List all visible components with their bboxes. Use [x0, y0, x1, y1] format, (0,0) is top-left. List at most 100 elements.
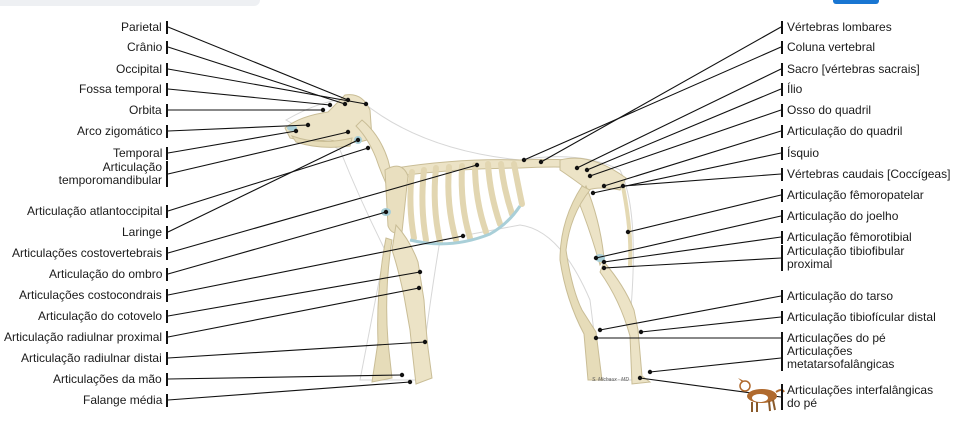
parietal-leader [167, 26, 349, 101]
osso-quadril-leader [589, 109, 782, 177]
label-vertebras-lombares: Vértebras lombares [781, 20, 892, 34]
label-vertebras-caudais: Vértebras caudais [Coccígeas] [781, 167, 950, 181]
illustration-credit: S. Michaux · MD [592, 377, 629, 383]
articulacao-femoropatelar-point [625, 229, 631, 235]
articulacao-atlantoccipital-leader [167, 147, 369, 212]
label-articulacao-radiulnar-distal: Articulação radiulnar distai [21, 351, 168, 365]
orbita-point [320, 107, 326, 113]
articulacao-temporomandibular-point [345, 129, 351, 135]
label-articulacao-quadril: Articulação do quadril [781, 124, 902, 138]
temporal-leader [167, 130, 297, 154]
occipital-point [363, 101, 369, 107]
articulacoes-mao-point [399, 372, 405, 378]
temporal-point [293, 128, 299, 134]
falange-media-leader [167, 381, 411, 401]
articulacao-tibiofibular-distal-leader [640, 316, 782, 333]
dog-thumbnail [738, 378, 785, 412]
dog-skeleton [284, 94, 652, 385]
leader-dots [293, 97, 653, 385]
label-ilio: Ílio [781, 82, 802, 96]
label-coluna-vertebral: Coluna vertebral [781, 40, 875, 54]
sacro-leader [576, 68, 782, 169]
label-articulacao-femorotibial: Articulação fêmorotibial [781, 230, 912, 244]
articulacoes-mao-leader [167, 374, 403, 380]
articulacoes-costocondrais-point [460, 233, 466, 239]
articulacoes-metatarsofalangicas-leader [649, 357, 782, 373]
label-falange-media: Falange média [83, 393, 169, 407]
coluna-vertebral-leader [523, 46, 782, 161]
label-articulacao-tibiofibular-distal: Articulação tibiofícular distal [781, 310, 936, 324]
label-articulacoes-interfalangicas-pe: Articulações interfalângicas do pé [781, 384, 947, 410]
label-occipital: Occipital [116, 62, 169, 76]
label-orbita: Orbita [129, 103, 168, 117]
articulacoes-costocondrais-leader [167, 235, 464, 296]
falange-media-point [407, 379, 413, 385]
articulacoes-pe-point [593, 335, 599, 341]
articulacoes-metatarsofalangicas-point [647, 369, 653, 375]
articulacao-femorotibial-point [601, 259, 607, 265]
articulacao-joelho-leader [595, 215, 782, 259]
label-articulacoes-pe: Articulações do pé [781, 331, 886, 345]
label-cranio: Crânio [127, 40, 169, 54]
arco-zigomatico-leader [167, 124, 309, 132]
articulacoes-costovertebrais-point [474, 162, 480, 168]
label-sacro: Sacro [vértebras sacrais] [781, 62, 920, 76]
label-articulacao-temporomandibular: Articulação temporomandibular [32, 161, 168, 187]
occipital-leader [167, 68, 367, 105]
label-articulacao-atlantoccipital: Articulação atlantoccipital [27, 204, 169, 218]
articulacao-radiulnar-distal-point [422, 339, 428, 345]
label-isquio: Ísquio [781, 146, 819, 160]
label-articulacoes-mao: Articulações da mão [53, 372, 168, 386]
label-articulacao-tibiofibular-proximal: Articulação tibiofibular proximal [781, 245, 937, 271]
label-fossa-temporal: Fossa temporal [79, 82, 168, 96]
articulacao-tibiofibular-proximal-leader [603, 257, 782, 269]
label-parietal: Parietal [121, 20, 168, 34]
action-button[interactable] [833, 0, 879, 4]
label-articulacao-tarso: Articulação do tarso [781, 289, 893, 303]
label-temporal: Temporal [113, 146, 169, 160]
ilio-point [584, 167, 590, 173]
articulacao-tibiofibular-proximal-point [601, 265, 607, 271]
arco-zigomatico-point [305, 122, 311, 128]
label-articulacao-femoropatelar: Articulação fêmoropatelar [781, 188, 924, 202]
vertebras-caudais-point [620, 183, 626, 189]
label-articulacoes-costocondrais: Articulações costocondrais [19, 288, 168, 302]
parietal-point [345, 97, 351, 103]
label-laringe: Laringe [122, 225, 169, 239]
articulacao-femorotibial-leader [603, 236, 782, 263]
label-articulacoes-metatarsofalangicas: Articulações metatarsofalângicas [781, 345, 907, 371]
vertebras-caudais-leader [622, 173, 782, 187]
articulacoes-interfalangicas-pe-point [637, 375, 643, 381]
articulacao-femoropatelar-leader [627, 194, 782, 233]
articulacao-cotovelo-point [417, 269, 423, 275]
articulacao-temporomandibular-leader [167, 131, 349, 175]
top-toolbar [0, 0, 974, 8]
articulacoes-costovertebrais-leader [167, 164, 478, 254]
articulacao-joelho-point [593, 255, 599, 261]
coluna-vertebral-point [521, 157, 527, 163]
label-articulacao-cotovelo: Articulação do cotovelo [38, 309, 169, 323]
articulacao-radiulnar-distal-leader [167, 341, 426, 359]
articulacao-radiulnar-proximal-leader [167, 287, 420, 338]
vertebras-lombares-point [538, 159, 544, 165]
vertebras-lombares-leader [540, 26, 782, 163]
articulacao-ombro-point [383, 209, 389, 215]
articulacao-tarso-leader [599, 295, 782, 331]
articulacao-tibiofibular-distal-point [638, 329, 644, 335]
label-arco-zigomatico: Arco zigomático [77, 124, 169, 138]
label-osso-quadril: Osso do quadril [781, 103, 871, 117]
sacro-point [574, 165, 580, 171]
articulacao-quadril-leader [603, 130, 782, 187]
articulacao-atlantoccipital-point [365, 145, 371, 151]
label-articulacao-ombro: Articulação do ombro [49, 267, 169, 281]
fossa-temporal-leader [167, 88, 331, 106]
search-bar-edge[interactable] [0, 0, 260, 6]
osso-quadril-point [587, 173, 593, 179]
cranio-leader [167, 46, 346, 105]
isquio-point [590, 190, 596, 196]
articulacao-quadril-point [601, 183, 607, 189]
articulacao-radiulnar-proximal-point [416, 285, 422, 291]
fossa-temporal-point [327, 102, 333, 108]
articulacao-tarso-point [597, 327, 603, 333]
articulacao-cotovelo-leader [167, 271, 421, 317]
